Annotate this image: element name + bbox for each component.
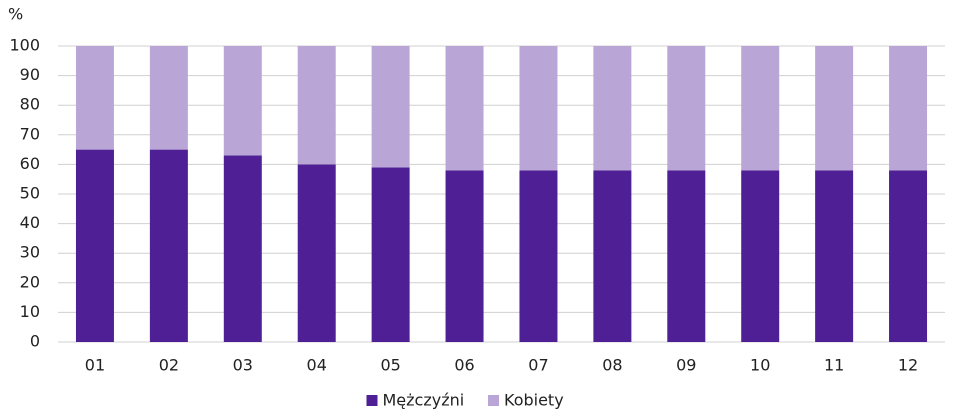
legend-swatch: [366, 395, 378, 406]
bar-segment: [667, 170, 706, 342]
y-tick-label: 100: [9, 36, 40, 55]
bar-segment: [371, 167, 410, 342]
bar-segment: [223, 46, 262, 156]
bar-segment: [445, 170, 484, 342]
x-tick-label: 12: [898, 356, 918, 375]
x-tick-label: 02: [159, 356, 179, 375]
x-tick-label: 11: [824, 356, 844, 375]
y-tick-label: 80: [20, 95, 40, 114]
x-tick-label: 07: [528, 356, 548, 375]
legend-swatch: [488, 395, 499, 406]
legend-label: Mężczyźni: [383, 391, 465, 410]
bar-segment: [889, 170, 928, 342]
bar-segment: [223, 155, 262, 342]
bar-segment: [593, 46, 632, 171]
x-tick-label: 04: [307, 356, 327, 375]
y-tick-label: 90: [20, 65, 40, 84]
bar-segment: [815, 170, 854, 342]
legend-label: Kobiety: [504, 391, 564, 410]
x-tick-label: 06: [454, 356, 474, 375]
y-tick-label: 20: [20, 272, 40, 291]
bar-segment: [297, 164, 336, 342]
y-tick-label: 60: [20, 154, 40, 173]
x-tick-label: 09: [676, 356, 696, 375]
bar-segment: [741, 46, 780, 171]
y-tick-label: 30: [20, 243, 40, 262]
y-tick-label: 0: [30, 332, 40, 351]
x-tick-label: 10: [750, 356, 770, 375]
y-tick-label: 50: [20, 184, 40, 203]
x-tick-label: 01: [85, 356, 105, 375]
x-tick-label: 05: [380, 356, 400, 375]
y-tick-label: 70: [20, 124, 40, 143]
bar-segment: [815, 46, 854, 171]
bar-segment: [667, 46, 706, 171]
bar-segment: [75, 46, 114, 150]
bar-segment: [149, 149, 188, 342]
x-tick-label: 08: [602, 356, 622, 375]
y-tick-label: 10: [20, 302, 40, 321]
bar-segment: [445, 46, 484, 171]
bar-segment: [889, 46, 928, 171]
y-tick-label: 40: [20, 213, 40, 232]
y-axis-label: %: [8, 5, 23, 24]
bar-segment: [519, 46, 558, 171]
bar-segment: [149, 46, 188, 150]
x-tick-label: 03: [233, 356, 253, 375]
bar-segment: [75, 149, 114, 342]
bar-segment: [519, 170, 558, 342]
bar-segment: [741, 170, 780, 342]
bar-segment: [593, 170, 632, 342]
bar-segment: [371, 46, 410, 168]
bar-segment: [297, 46, 336, 165]
